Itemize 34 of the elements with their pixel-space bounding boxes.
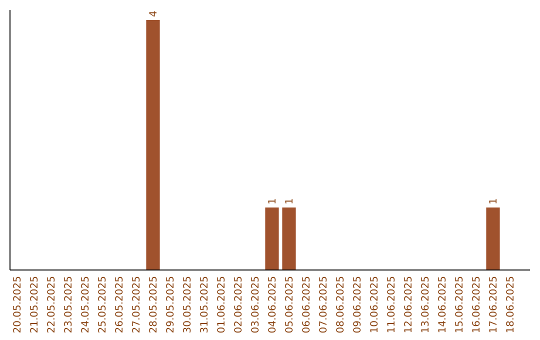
x-tick-label: 29.05.2025: [166, 276, 176, 334]
x-tick-label: 11.06.2025: [386, 276, 398, 334]
data-label: 1: [268, 198, 278, 204]
data-label: 1: [284, 198, 296, 204]
x-tick-label: 17.06.2025: [488, 276, 500, 334]
x-tick-label: 31.05.2025: [200, 276, 210, 334]
x-tick-label: 01.06.2025: [216, 276, 228, 334]
x-tick-label: 09.06.2025: [352, 276, 364, 334]
x-tick-label: 07.06.2025: [318, 276, 330, 334]
x-tick-label: 24.05.2025: [80, 276, 92, 334]
x-tick-label: 22.05.2025: [46, 276, 58, 334]
x-tick-label: 08.06.2025: [336, 276, 346, 334]
x-tick-label: 04.06.2025: [268, 276, 278, 334]
x-tick-label: 15.06.2025: [454, 276, 466, 334]
x-tick-label: 06.06.2025: [302, 276, 312, 334]
x-tick-label: 05.06.2025: [284, 276, 296, 334]
x-tick-label: 23.05.2025: [64, 276, 74, 334]
x-tick-label: 20.05.2025: [12, 276, 24, 334]
x-tick-label: 16.06.2025: [472, 276, 482, 334]
x-tick-label: 28.05.2025: [148, 276, 160, 334]
x-tick-label: 02.06.2025: [234, 276, 244, 334]
x-tick-label: 13.06.2025: [420, 276, 432, 334]
x-tick-label: 26.05.2025: [114, 276, 126, 334]
data-label: 4: [148, 10, 160, 17]
x-tick-label: 12.06.2025: [404, 276, 414, 334]
x-tick-label: 10.06.2025: [370, 276, 380, 334]
data-label: 1: [488, 198, 500, 204]
x-tick-label: 14.06.2025: [438, 276, 448, 334]
x-tick-label: 21.05.2025: [30, 276, 40, 334]
x-tick-label: 30.05.2025: [182, 276, 194, 334]
x-tick-label: 18.06.2025: [506, 276, 516, 334]
x-tick-label: 25.05.2025: [98, 276, 108, 334]
x-tick-label: 27.05.2025: [132, 276, 142, 334]
x-tick-label: 03.06.2025: [250, 276, 262, 334]
